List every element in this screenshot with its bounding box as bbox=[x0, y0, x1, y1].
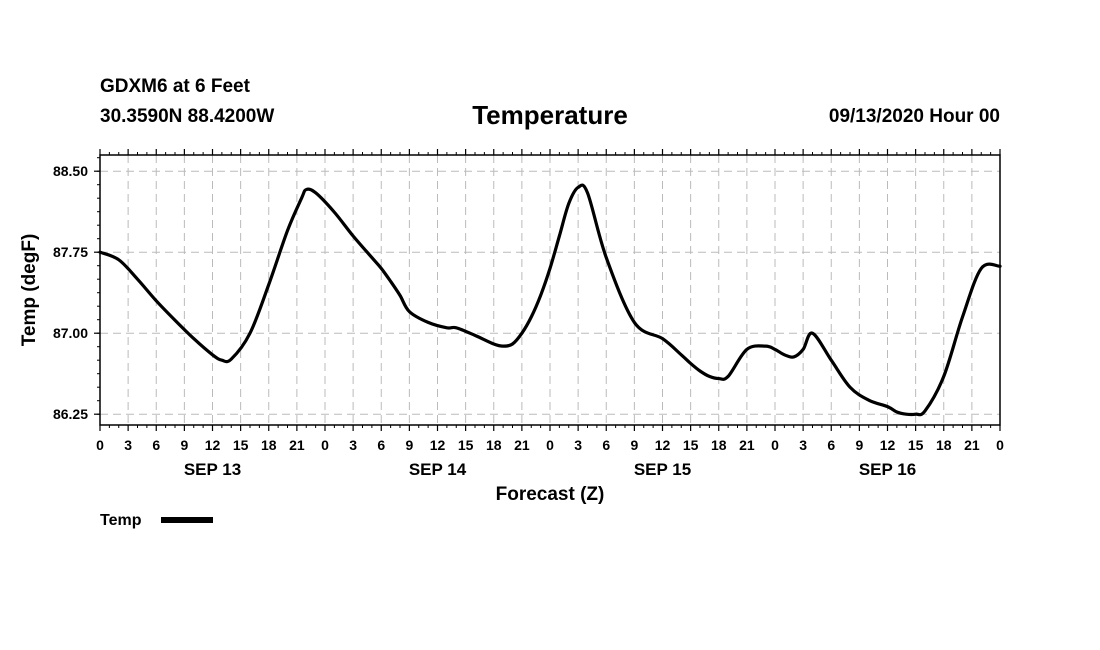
x-tick-label: 12 bbox=[430, 437, 446, 453]
y-tick-label: 87.00 bbox=[53, 325, 88, 341]
x-tick-label: 21 bbox=[739, 437, 755, 453]
chart-title: Temperature bbox=[472, 100, 628, 130]
x-tick-label: 12 bbox=[880, 437, 896, 453]
x-tick-label: 3 bbox=[574, 437, 582, 453]
x-tick-label: 0 bbox=[996, 437, 1004, 453]
x-tick-label: 0 bbox=[771, 437, 779, 453]
day-labels: SEP 13 SEP 14 SEP 15 SEP 16 bbox=[184, 460, 916, 479]
x-tick-label: 15 bbox=[458, 437, 474, 453]
coordinates-label: 30.3590N 88.4200W bbox=[100, 106, 275, 127]
plot-frame bbox=[99, 154, 1001, 426]
x-tick-label: 18 bbox=[486, 437, 502, 453]
x-tick-label: 21 bbox=[514, 437, 530, 453]
legend-label: Temp bbox=[100, 512, 142, 529]
day-label: SEP 13 bbox=[184, 460, 241, 479]
x-tick-label: 18 bbox=[936, 437, 952, 453]
x-tick-label: 15 bbox=[233, 437, 249, 453]
x-tick-label: 0 bbox=[321, 437, 329, 453]
run-time-label: 09/13/2020 Hour 00 bbox=[828, 106, 1000, 127]
x-tick-label: 18 bbox=[261, 437, 277, 453]
y-tick-labels: 86.25 87.00 87.75 88.50 bbox=[53, 163, 88, 422]
x-tick-label: 3 bbox=[124, 437, 132, 453]
x-tick-label: 9 bbox=[180, 437, 188, 453]
y-axis-label: Temp (degF) bbox=[19, 234, 40, 347]
x-tick-label: 6 bbox=[602, 437, 610, 453]
y-tick-label: 88.50 bbox=[53, 163, 88, 179]
station-label: GDXM6 at 6 Feet bbox=[100, 76, 250, 97]
x-tick-label: 18 bbox=[711, 437, 727, 453]
legend-swatch bbox=[161, 517, 213, 523]
x-tick-label: 21 bbox=[964, 437, 980, 453]
x-tick-label: 0 bbox=[96, 437, 104, 453]
temp-series-line bbox=[98, 183, 1002, 417]
x-tick-label: 9 bbox=[630, 437, 638, 453]
x-tick-label: 9 bbox=[855, 437, 863, 453]
x-tick-label: 12 bbox=[655, 437, 671, 453]
x-tick-labels: 0 3 6 9 12 15 18 21 0 3 6 9 12 15 18 21 0 3 6 9 12 15 18 21 0 3 6 9… bbox=[96, 437, 1004, 453]
day-label: SEP 16 bbox=[859, 460, 916, 479]
x-tick-label: 9 bbox=[405, 437, 413, 453]
x-tick-label: 15 bbox=[908, 437, 924, 453]
y-tick-label: 86.25 bbox=[53, 406, 88, 422]
x-tick-label: 0 bbox=[546, 437, 554, 453]
x-tick-label: 3 bbox=[799, 437, 807, 453]
x-tick-label: 15 bbox=[683, 437, 699, 453]
x-tick-label: 21 bbox=[289, 437, 305, 453]
x-tick-label: 6 bbox=[152, 437, 160, 453]
grid-lines bbox=[100, 155, 1000, 425]
day-label: SEP 15 bbox=[634, 460, 691, 479]
x-axis-label: Forecast (Z) bbox=[496, 484, 605, 505]
x-tick-label: 6 bbox=[377, 437, 385, 453]
x-tick-label: 3 bbox=[349, 437, 357, 453]
axis-ticks bbox=[94, 149, 1001, 431]
x-tick-label: 12 bbox=[205, 437, 221, 453]
y-tick-label: 87.75 bbox=[53, 244, 88, 260]
x-tick-label: 6 bbox=[827, 437, 835, 453]
day-label: SEP 14 bbox=[409, 460, 467, 479]
